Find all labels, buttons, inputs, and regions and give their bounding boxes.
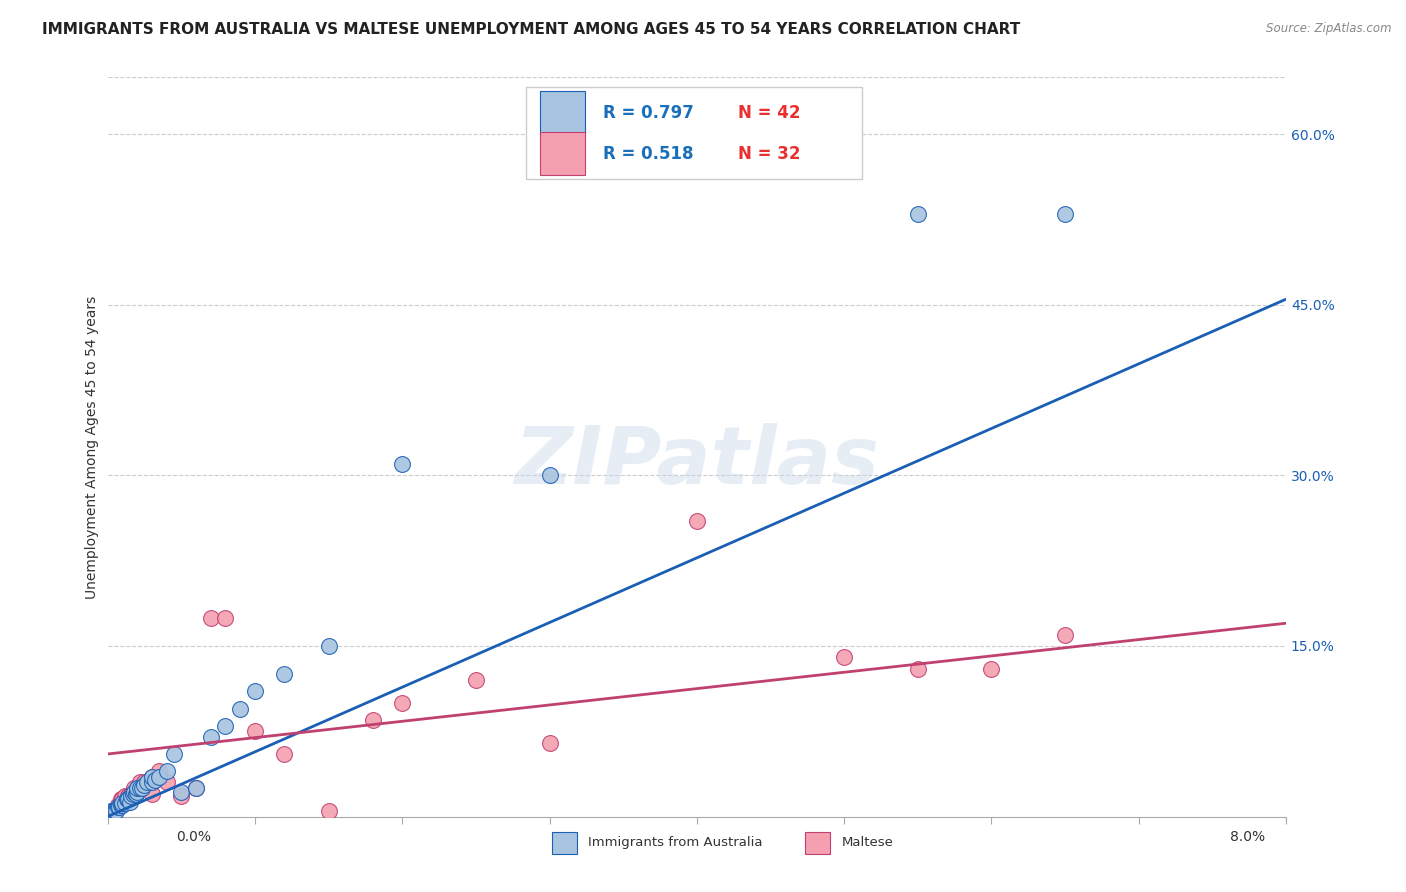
Point bbox=[155, 775, 177, 789]
Point bbox=[148, 764, 170, 778]
Point bbox=[184, 781, 207, 796]
Point bbox=[120, 787, 142, 801]
Point bbox=[105, 804, 128, 818]
Y-axis label: Unemployment Among Ages 45 to 54 years: Unemployment Among Ages 45 to 54 years bbox=[86, 295, 100, 599]
Point bbox=[273, 667, 295, 681]
Point bbox=[120, 789, 142, 803]
Text: N = 42: N = 42 bbox=[738, 103, 800, 122]
Point bbox=[318, 804, 340, 818]
Point bbox=[229, 701, 252, 715]
Point bbox=[111, 792, 134, 806]
Point bbox=[110, 792, 132, 806]
Point bbox=[111, 798, 134, 813]
Text: 0.0%: 0.0% bbox=[176, 830, 211, 844]
Text: Maltese: Maltese bbox=[842, 837, 893, 849]
Point bbox=[107, 798, 129, 813]
Point bbox=[832, 650, 855, 665]
Text: R = 0.518: R = 0.518 bbox=[603, 145, 693, 162]
Point bbox=[118, 795, 141, 809]
Point bbox=[141, 775, 163, 789]
Point bbox=[104, 804, 127, 818]
Point bbox=[155, 764, 177, 778]
Text: ZIPatlas: ZIPatlas bbox=[515, 423, 879, 500]
Point bbox=[121, 787, 143, 801]
Point bbox=[107, 800, 129, 814]
Point bbox=[1054, 627, 1077, 641]
Point bbox=[200, 610, 222, 624]
Point bbox=[163, 747, 186, 761]
Point bbox=[129, 775, 152, 789]
Point bbox=[200, 730, 222, 744]
Point bbox=[907, 662, 929, 676]
Point bbox=[184, 781, 207, 796]
Point bbox=[538, 468, 561, 483]
Point bbox=[170, 789, 193, 803]
Point bbox=[243, 684, 266, 698]
Point bbox=[127, 781, 149, 796]
Point bbox=[131, 781, 153, 796]
Point bbox=[391, 457, 413, 471]
Text: Immigrants from Australia: Immigrants from Australia bbox=[588, 837, 763, 849]
Point bbox=[143, 773, 166, 788]
Point bbox=[391, 696, 413, 710]
Text: 8.0%: 8.0% bbox=[1230, 830, 1265, 844]
Text: IMMIGRANTS FROM AUSTRALIA VS MALTESE UNEMPLOYMENT AMONG AGES 45 TO 54 YEARS CORR: IMMIGRANTS FROM AUSTRALIA VS MALTESE UNE… bbox=[42, 22, 1021, 37]
Point bbox=[122, 784, 145, 798]
Text: N = 32: N = 32 bbox=[738, 145, 800, 162]
Point bbox=[141, 770, 163, 784]
Point bbox=[134, 778, 156, 792]
FancyBboxPatch shape bbox=[540, 132, 585, 175]
Point bbox=[108, 800, 131, 814]
Point bbox=[273, 747, 295, 761]
Point bbox=[214, 718, 236, 732]
Point bbox=[170, 784, 193, 798]
Point bbox=[111, 796, 134, 810]
Point bbox=[464, 673, 486, 687]
Point bbox=[104, 804, 127, 818]
Point bbox=[127, 784, 149, 798]
Point bbox=[148, 770, 170, 784]
Point bbox=[214, 610, 236, 624]
Point bbox=[100, 804, 122, 818]
Point bbox=[101, 804, 124, 818]
Point bbox=[122, 781, 145, 796]
FancyBboxPatch shape bbox=[540, 92, 585, 135]
Point bbox=[538, 736, 561, 750]
Point bbox=[103, 804, 125, 818]
Point bbox=[136, 775, 159, 789]
Point bbox=[114, 796, 136, 810]
Point bbox=[129, 781, 152, 796]
Point bbox=[115, 792, 138, 806]
Point bbox=[117, 792, 139, 806]
Point bbox=[1054, 207, 1077, 221]
Point bbox=[980, 662, 1002, 676]
Point bbox=[101, 804, 124, 818]
Point bbox=[117, 789, 139, 803]
Text: Source: ZipAtlas.com: Source: ZipAtlas.com bbox=[1267, 22, 1392, 36]
Point bbox=[127, 781, 149, 796]
Point bbox=[243, 724, 266, 739]
Point bbox=[361, 713, 384, 727]
Point bbox=[141, 770, 163, 784]
Point bbox=[134, 775, 156, 789]
Point bbox=[907, 207, 929, 221]
Point bbox=[686, 514, 709, 528]
Text: R = 0.797: R = 0.797 bbox=[603, 103, 693, 122]
Point bbox=[124, 787, 146, 801]
Point bbox=[110, 798, 132, 813]
FancyBboxPatch shape bbox=[526, 87, 862, 179]
Point bbox=[141, 787, 163, 801]
Point bbox=[114, 789, 136, 803]
Point bbox=[318, 639, 340, 653]
